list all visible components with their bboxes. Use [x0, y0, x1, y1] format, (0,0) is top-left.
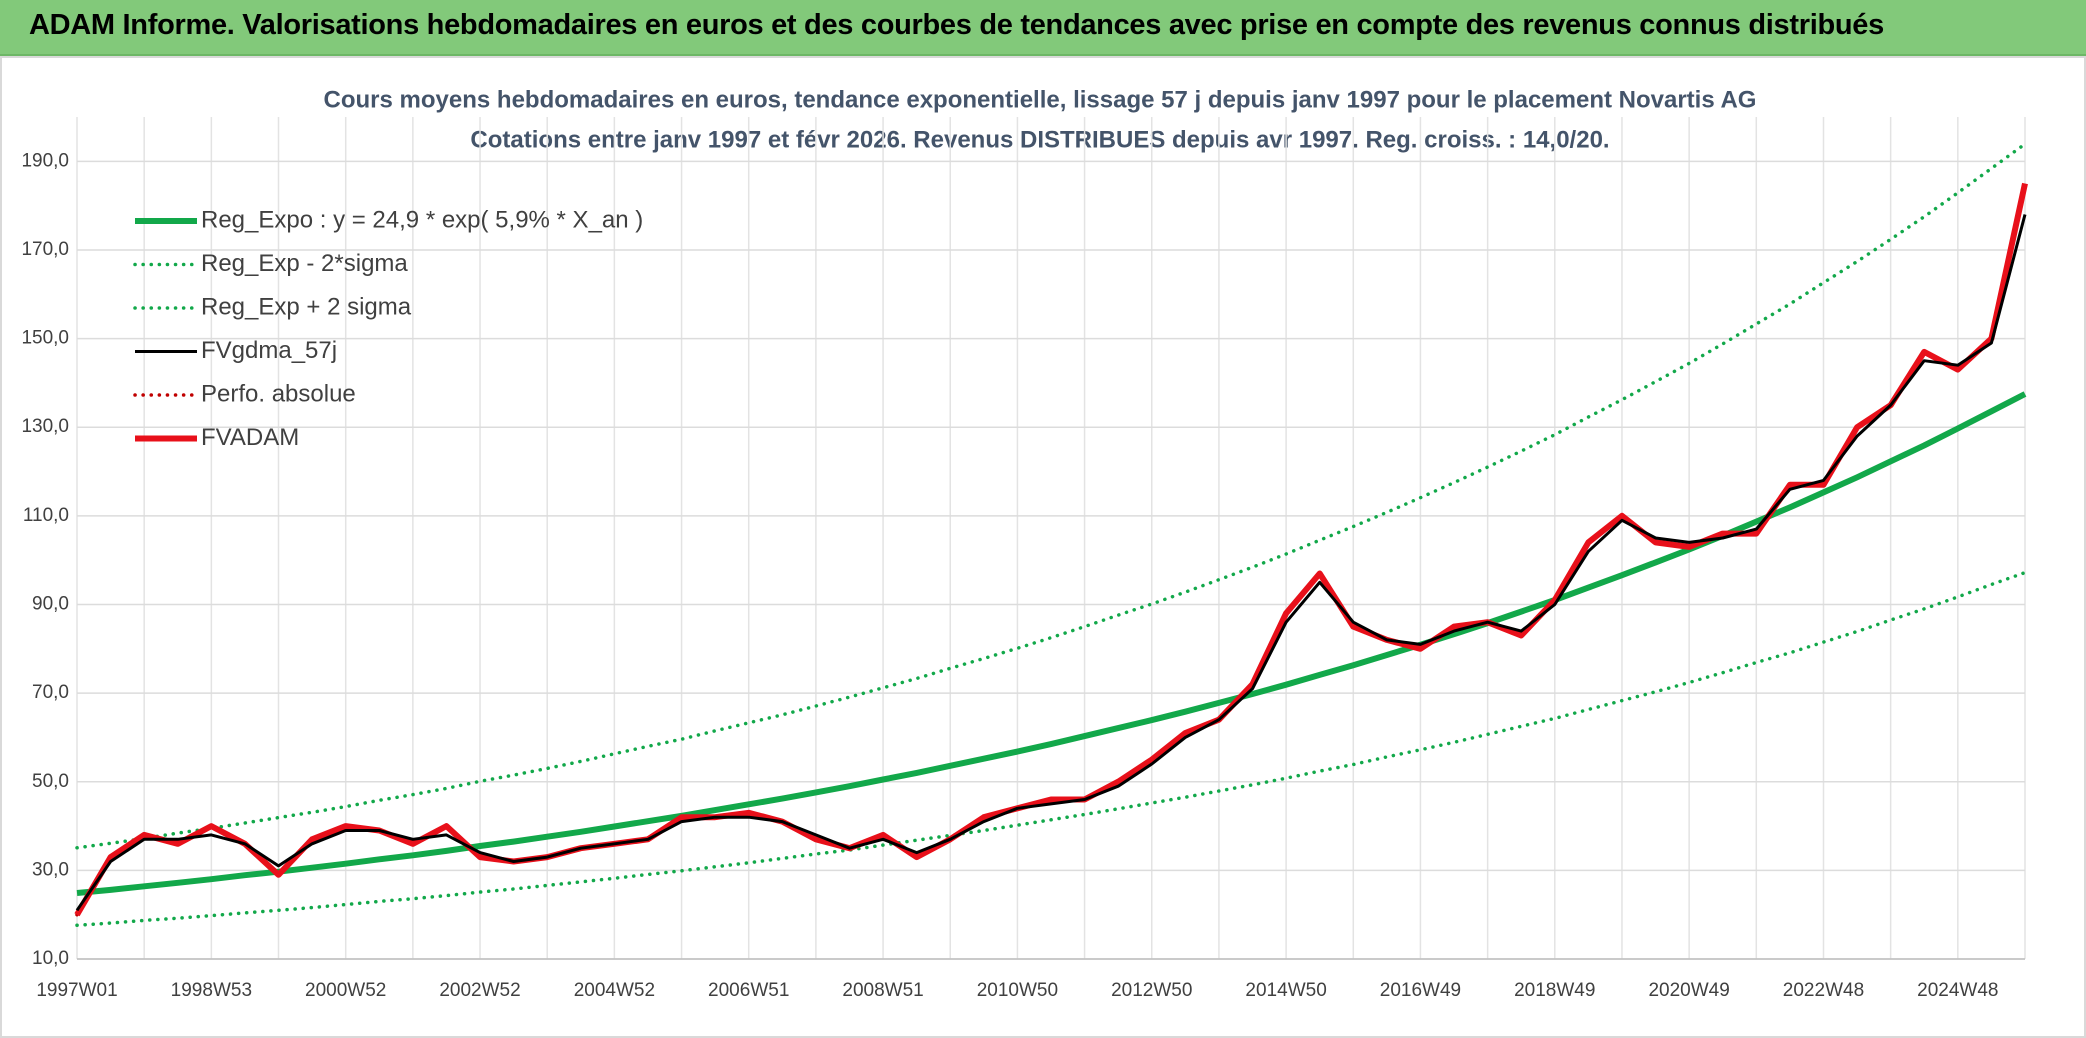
chart-subtitle: Cotations entre janv 1997 et févr 2026. …: [470, 126, 1609, 153]
legend-label: FVgdma_57j: [201, 337, 337, 364]
x-tick-label: 2024W48: [1917, 980, 1998, 1001]
y-tick-label: 30,0: [32, 859, 69, 880]
legend-label: Reg_Exp + 2 sigma: [201, 293, 412, 320]
x-tick-label: 2008W51: [842, 980, 923, 1001]
series-line: [75, 142, 2027, 850]
y-tick-label: 190,0: [21, 150, 69, 171]
chart: Cours moyens hebdomadaires en euros, ten…: [0, 56, 2086, 1038]
x-tick-label: 2018W49: [1514, 980, 1595, 1001]
x-tick-label: 2010W50: [977, 980, 1058, 1001]
x-tick-label: 2002W52: [439, 980, 520, 1001]
x-tick-label: 2012W50: [1111, 980, 1192, 1001]
chart-title: Cours moyens hebdomadaires en euros, ten…: [324, 86, 1757, 113]
y-tick-label: 90,0: [32, 593, 69, 614]
y-tick-label: 150,0: [21, 328, 69, 349]
legend-label: Reg_Expo : y = 24,9 * exp( 5,9% * X_an ): [201, 206, 643, 233]
series-line: [74, 182, 2028, 917]
y-tick-label: 130,0: [21, 416, 69, 437]
y-tick-label: 70,0: [32, 682, 69, 703]
series-line: [75, 214, 2027, 912]
x-tick-label: 2000W52: [305, 980, 386, 1001]
y-tick-label: 50,0: [32, 771, 69, 792]
x-tick-label: 2006W51: [708, 980, 789, 1001]
x-tick-label: 2014W50: [1245, 980, 1326, 1001]
y-tick-label: 170,0: [21, 239, 69, 260]
legend-label: Reg_Exp - 2*sigma: [201, 250, 408, 277]
x-tick-label: 1997W01: [36, 980, 117, 1001]
chart-frame: [0, 56, 2086, 1038]
y-tick-label: 10,0: [32, 948, 69, 969]
header-bar: ADAM Informe. Valorisations hebdomadaire…: [0, 0, 2086, 56]
x-tick-label: 2016W49: [1380, 980, 1461, 1001]
x-tick-label: 2022W48: [1783, 980, 1864, 1001]
header-title: ADAM Informe. Valorisations hebdomadaire…: [29, 9, 1884, 41]
x-tick-label: 1998W53: [171, 980, 252, 1001]
legend-label: FVADAM: [201, 424, 299, 451]
x-tick-label: 2004W52: [574, 980, 655, 1001]
legend-label: Perfo. absolue: [201, 380, 356, 407]
y-tick-label: 110,0: [23, 505, 69, 526]
series-line: [75, 570, 2027, 928]
x-tick-label: 2020W49: [1648, 980, 1729, 1001]
